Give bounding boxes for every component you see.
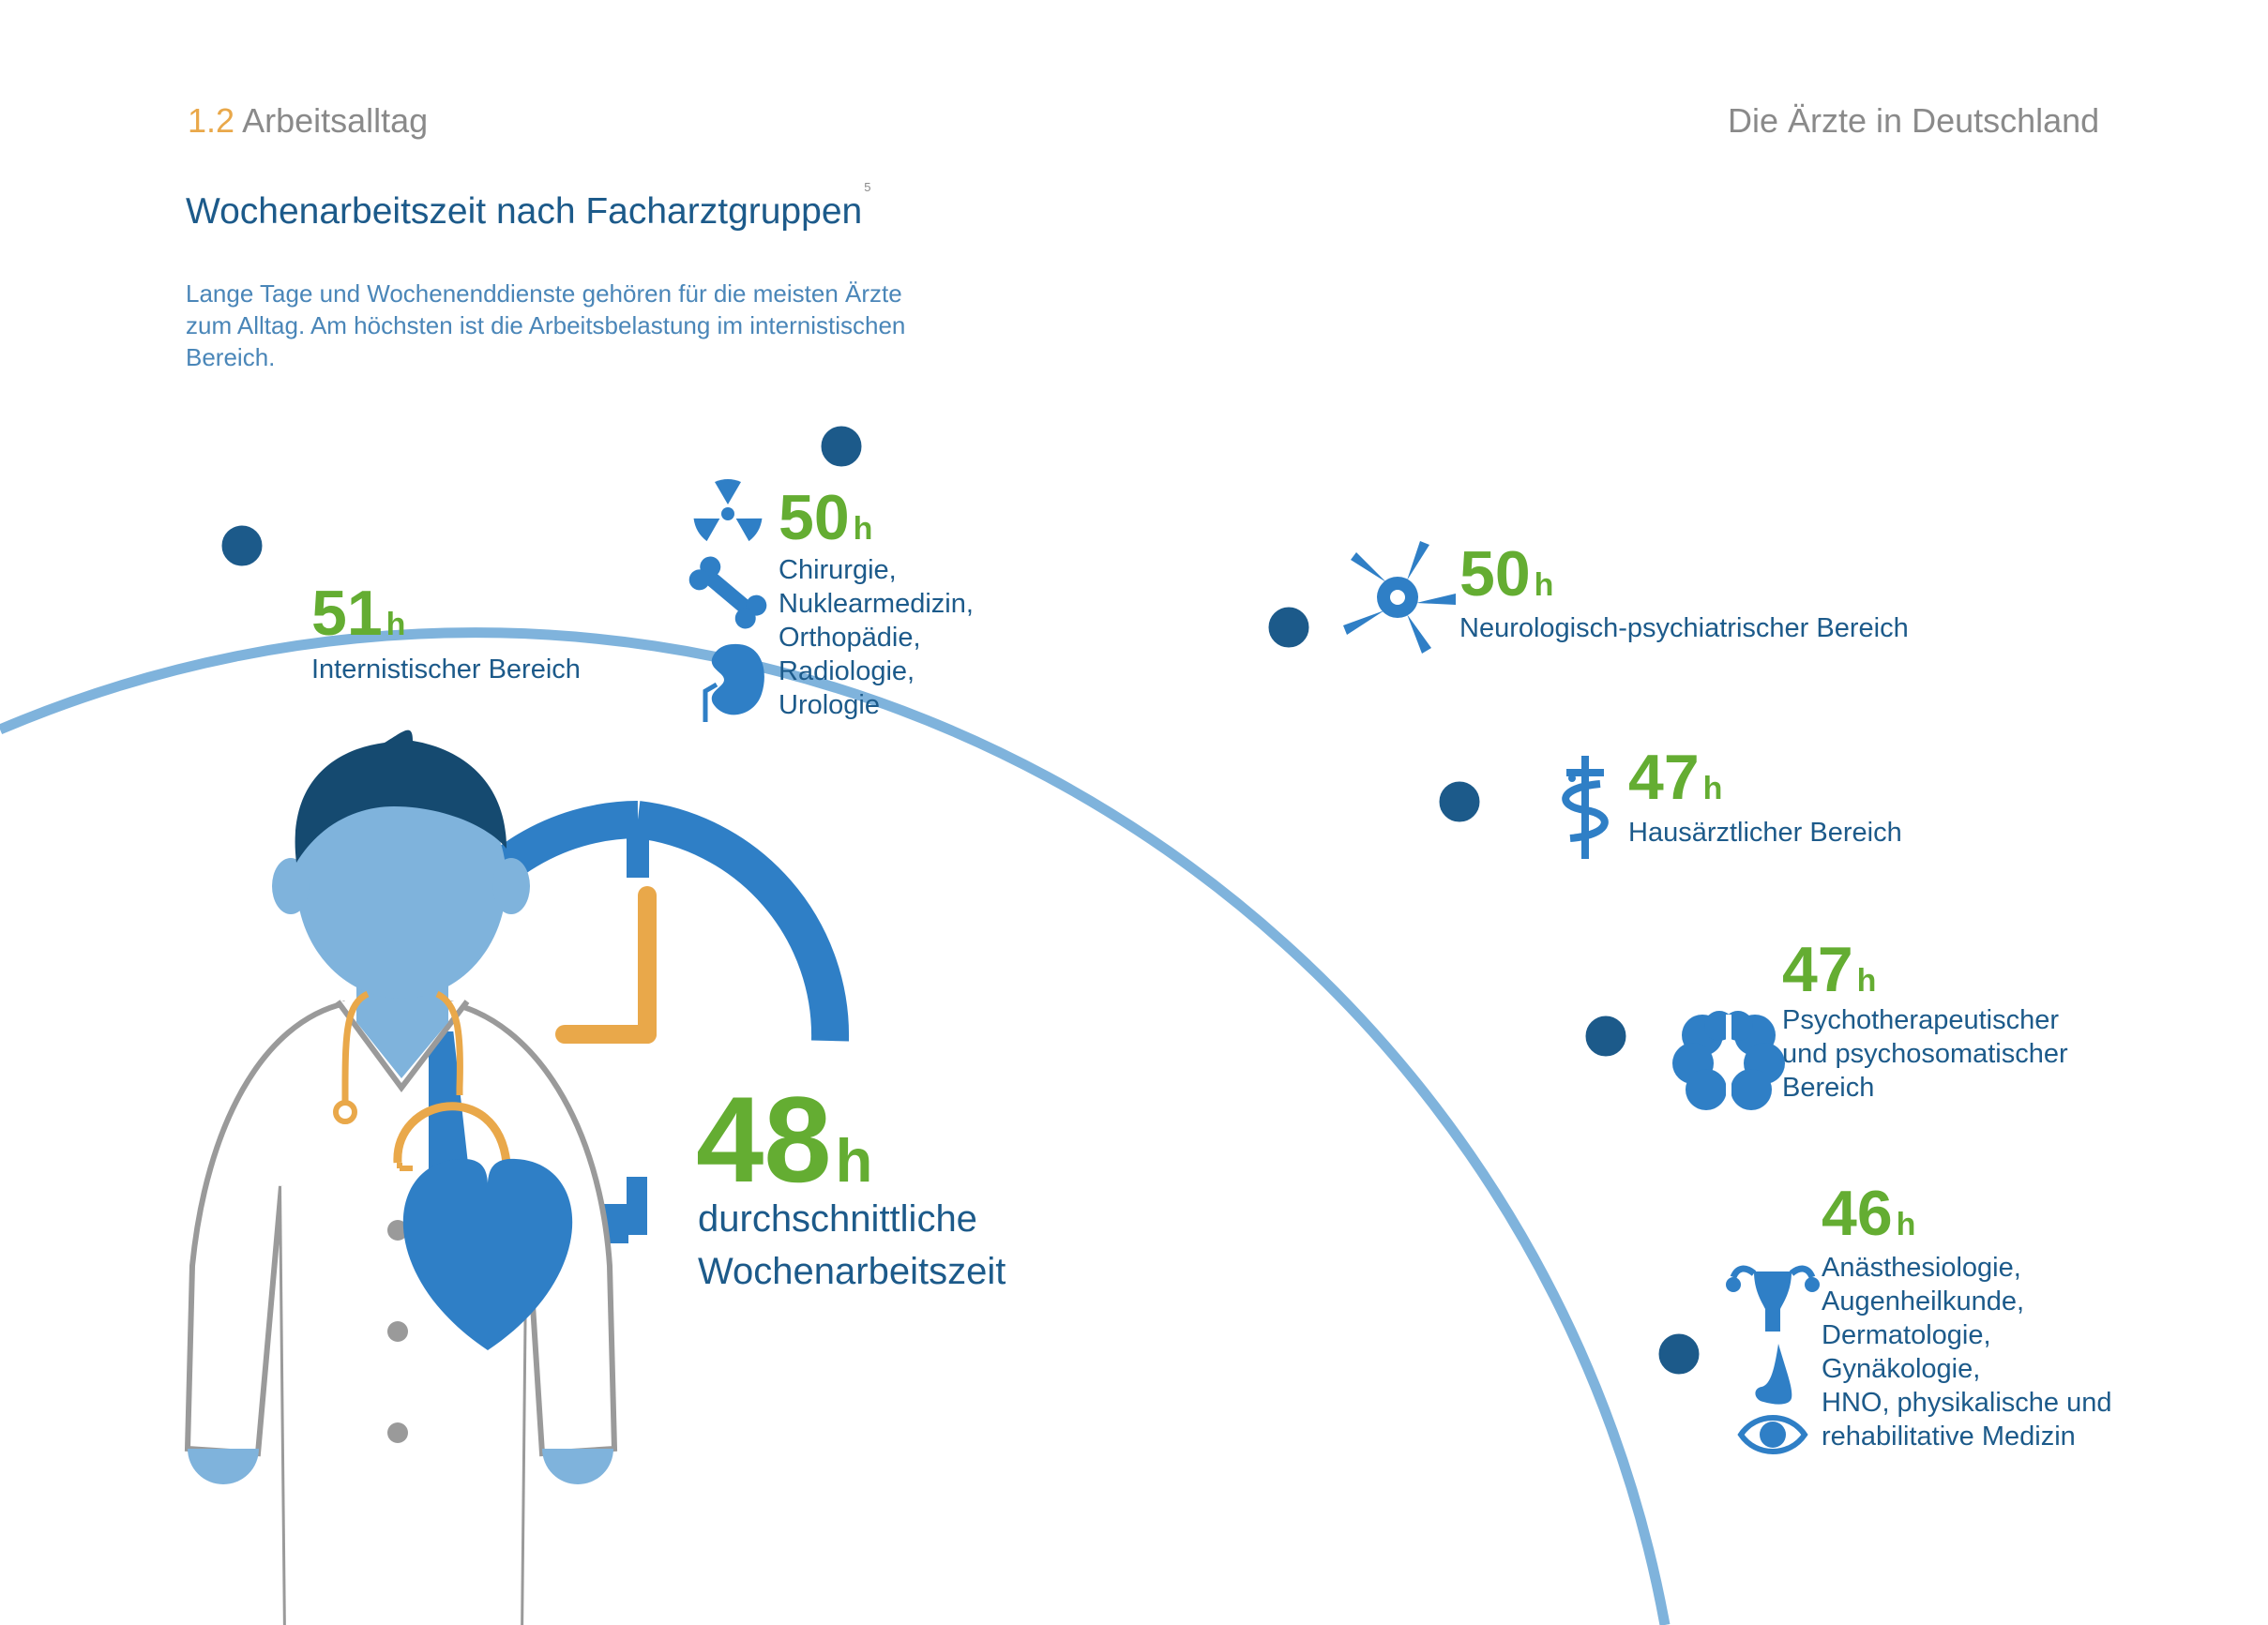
- document-title: Die Ärzte in Deutschland: [1728, 101, 2100, 140]
- value-number-4: 47: [1628, 742, 1700, 813]
- timeline-dot-1: [215, 519, 269, 573]
- category-6-line-4: Gynäkologie,: [1822, 1354, 1981, 1384]
- category-6-line-6: rehabilitative Medizin: [1822, 1422, 2076, 1452]
- intro-text: Lange Tage und Wochenenddienste gehören …: [186, 278, 1030, 373]
- value-number-6: 46: [1822, 1178, 1893, 1249]
- section-number: 1.2: [188, 101, 235, 140]
- chart-title: Wochenarbeitszeit nach Facharztgruppen5: [186, 180, 870, 233]
- category-label-3: Neurologisch-psychiatrischer Bereich: [1459, 611, 1909, 645]
- category-label-2: Chirurgie, Nuklearmedizin, Orthopädie, R…: [779, 553, 974, 722]
- value-number-3: 50: [1459, 538, 1531, 609]
- category-5-line-3: Bereich: [1782, 1073, 1875, 1103]
- average-label-line-1: durchschnittliche: [698, 1198, 977, 1240]
- category-label-4: Hausärztlicher Bereich: [1628, 816, 1902, 850]
- category-5-line-2: und psychosomatischer: [1782, 1039, 2068, 1069]
- timeline-dots: [215, 419, 1706, 1381]
- average-unit: h: [835, 1126, 873, 1195]
- footnote-marker: 5: [864, 180, 871, 194]
- category-2-line-4: Radiologie,: [779, 656, 915, 686]
- category-4-line-1: Hausärztlicher Bereich: [1628, 818, 1902, 848]
- timeline-dot-3: [1262, 600, 1316, 655]
- category-label-5: Psychotherapeutischer und psychosomatisc…: [1782, 1003, 2068, 1105]
- uterus-icon: [1726, 1265, 1820, 1332]
- category-6-line-5: HNO, physikalische und: [1822, 1388, 2112, 1418]
- timeline-arc: [0, 627, 1671, 1625]
- average-number: 48: [696, 1071, 832, 1208]
- intro-line-1: Lange Tage und Wochenenddienste gehören …: [186, 279, 902, 308]
- category-2-line-1: Chirurgie,: [779, 555, 897, 585]
- average-label: durchschnittliche Wochenarbeitszeit: [698, 1193, 1005, 1298]
- eye-icon: [1737, 1415, 1808, 1454]
- value-number-5: 47: [1782, 934, 1853, 1005]
- category-2-line-2: Nuklearmedizin,: [779, 589, 974, 619]
- category-3-line-1: Neurologisch-psychiatrischer Bereich: [1459, 613, 1909, 643]
- value-label-6: 46 h: [1822, 1181, 1915, 1245]
- intro-line-3: Bereich.: [186, 343, 276, 371]
- radiation-icon: [693, 479, 763, 542]
- timeline-dot-6: [1652, 1327, 1706, 1381]
- category-6-line-3: Dermatologie,: [1822, 1320, 1991, 1350]
- neuron-icon: [1343, 541, 1456, 654]
- value-unit-6: h: [1896, 1207, 1916, 1242]
- value-label-4: 47 h: [1628, 745, 1722, 809]
- timeline-dot-5: [1579, 1009, 1633, 1063]
- value-number-1: 51: [311, 578, 383, 649]
- category-label-1: Internistischer Bereich: [311, 653, 581, 686]
- category-label-6: Anästhesiologie, Augenheilkunde, Dermato…: [1822, 1251, 2111, 1453]
- bone-icon: [688, 556, 767, 629]
- caduceus-icon: [1562, 756, 1609, 859]
- timeline-dot-4: [1432, 775, 1487, 829]
- value-unit-5: h: [1856, 963, 1877, 999]
- category-2-line-5: Urologie: [779, 690, 880, 720]
- intro-line-2: zum Alltag. Am höchsten ist die Arbeitsb…: [186, 311, 906, 339]
- value-unit-2: h: [853, 511, 873, 547]
- kidney-icon: [703, 643, 764, 722]
- chart-title-text: Wochenarbeitszeit nach Facharztgruppen: [186, 191, 863, 232]
- category-6-line-1: Anästhesiologie,: [1822, 1253, 2021, 1283]
- value-number-2: 50: [779, 482, 850, 553]
- heart-icon: [402, 1158, 573, 1350]
- average-value: 48h: [696, 1078, 872, 1200]
- value-unit-4: h: [1702, 771, 1723, 806]
- section-heading: 1.2 Arbeitsalltag: [188, 101, 428, 141]
- average-label-line-2: Wochenarbeitszeit: [698, 1251, 1006, 1292]
- section-title: Arbeitsalltag: [242, 101, 429, 140]
- value-label-3: 50 h: [1459, 542, 1553, 606]
- category-6-line-2: Augenheilkunde,: [1822, 1286, 2025, 1317]
- category-2-line-3: Orthopädie,: [779, 623, 921, 653]
- category-1-line-1: Internistischer Bereich: [311, 655, 581, 685]
- value-unit-1: h: [386, 607, 406, 642]
- category-5-line-1: Psychotherapeutischer: [1782, 1005, 2059, 1035]
- value-unit-3: h: [1534, 567, 1554, 603]
- brain-icon: [1672, 1011, 1785, 1110]
- nose-icon: [1755, 1344, 1792, 1405]
- value-label-2: 50 h: [779, 486, 872, 549]
- value-label-5: 47 h: [1782, 938, 1876, 1001]
- value-label-1: 51 h: [311, 581, 405, 645]
- timeline-dot-2: [814, 419, 869, 474]
